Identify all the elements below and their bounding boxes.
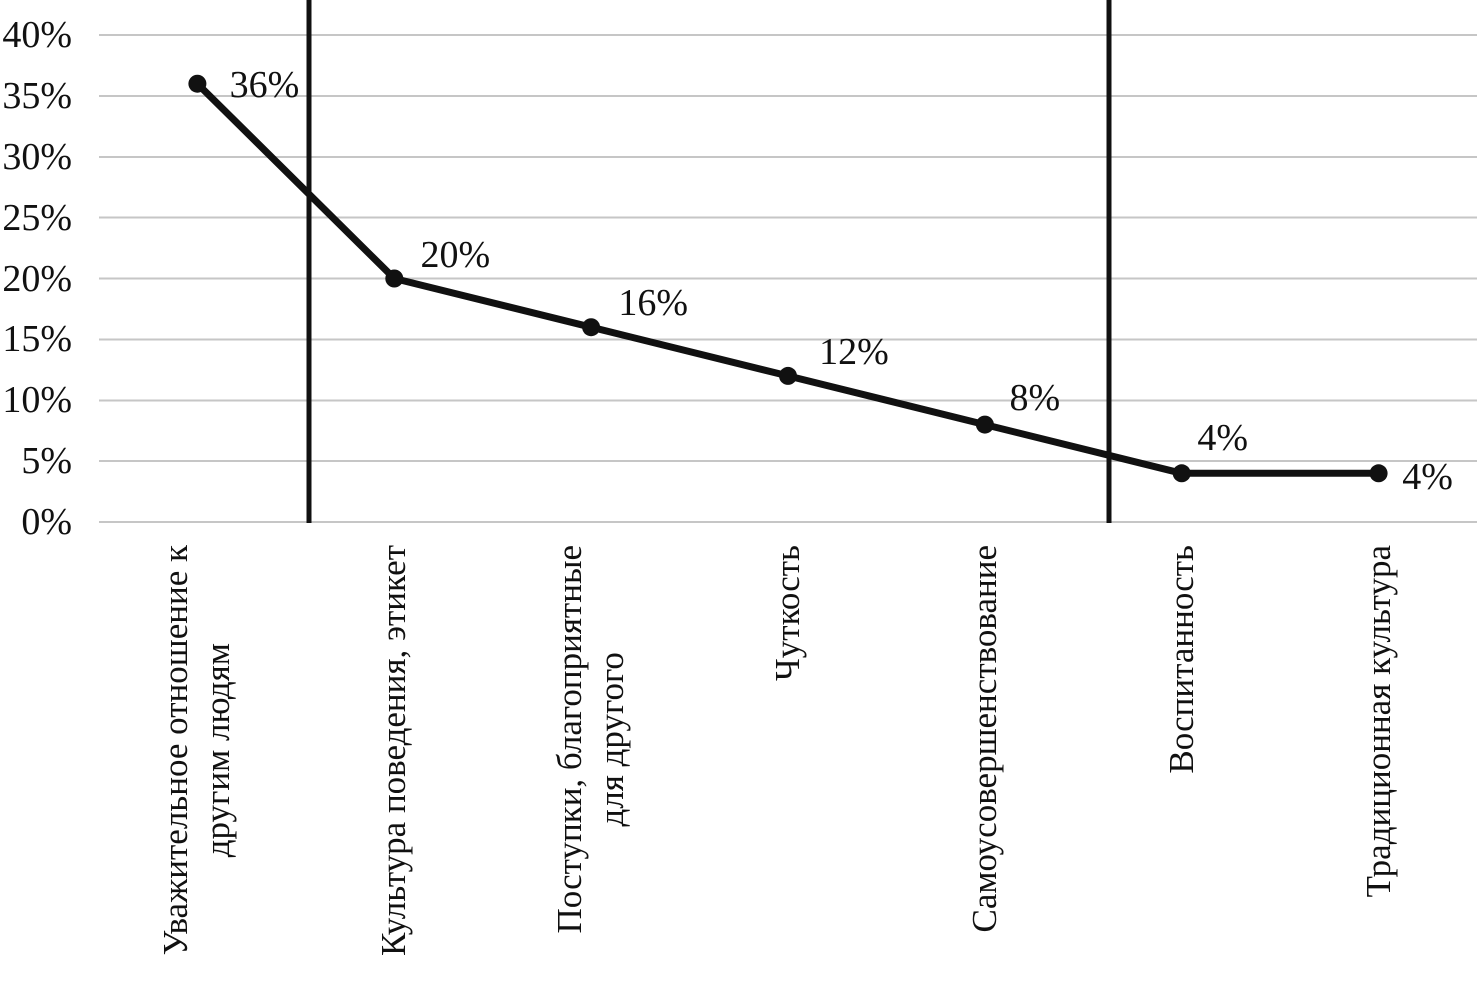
data-point-label: 12% [819,330,889,373]
y-tick-label: 40% [2,14,72,56]
data-point-label: 4% [1402,456,1453,499]
x-category-label-line: Воспитанность [1161,545,1201,774]
data-point-marker [188,74,207,93]
data-point-label: 8% [1009,376,1061,419]
data-point-marker [975,415,994,434]
x-category-label-text: Традиционная культура [1358,545,1400,897]
y-tick-label: 20% [2,257,72,300]
data-point-marker [779,366,797,385]
x-category-label-line: другим людям [198,643,238,858]
y-tick-label: 25% [2,196,72,239]
series-group [188,74,1388,483]
x-category-label: Культура поведения, этикет [373,545,415,995]
y-tick-label: 5% [21,440,72,483]
x-category-label-line: Поступки, благоприятные [550,545,590,934]
x-category-label-text: Культура поведения, этикет [373,545,415,956]
data-point-marker [385,269,404,288]
x-category-label: Чуткость [767,545,809,995]
x-category-label: Уважительное отношение к другим людям [155,545,239,995]
data-point-label: 20% [420,233,491,276]
y-tick-label: 15% [2,318,72,361]
x-category-label-text: Чуткость [767,545,809,681]
x-category-label-line: Культура поведения, этикет [374,545,414,956]
y-tick-label: 0% [21,501,72,543]
x-category-label-line: Традиционная культура [1358,545,1398,898]
data-point-marker [1172,464,1191,483]
gridlines-group [99,34,1477,523]
x-category-label-line: Уважительное отношение к [156,545,196,956]
x-category-label-line: для другого [592,652,632,827]
data-point-label: 4% [1197,417,1249,460]
y-tick-label: 35% [2,74,72,117]
data-point-label: 36% [229,63,300,106]
x-category-label-text: Поступки, благоприятные для другого [549,545,633,934]
x-category-label: Традиционная культура [1358,545,1400,995]
x-category-label-text: Уважительное отношение к другим людям [155,545,239,955]
x-category-label-text: Воспитанность [1161,545,1203,774]
x-category-label-text: Самоусовершенствование [964,545,1006,933]
y-tick-label: 10% [2,379,72,422]
x-category-label-line: Чуткость [768,545,807,681]
x-category-label-line: Самоусовершенствование [964,545,1004,933]
data-point-marker [582,318,601,337]
x-category-label: Самоусовершенствование [964,545,1006,995]
separator-lines-group [306,0,1112,523]
x-category-label: Воспитанность [1161,545,1203,995]
data-point-marker [1369,464,1388,483]
data-point-label: 16% [618,282,688,325]
y-tick-label: 30% [2,135,72,178]
x-category-label: Поступки, благоприятные для другого [549,545,633,995]
